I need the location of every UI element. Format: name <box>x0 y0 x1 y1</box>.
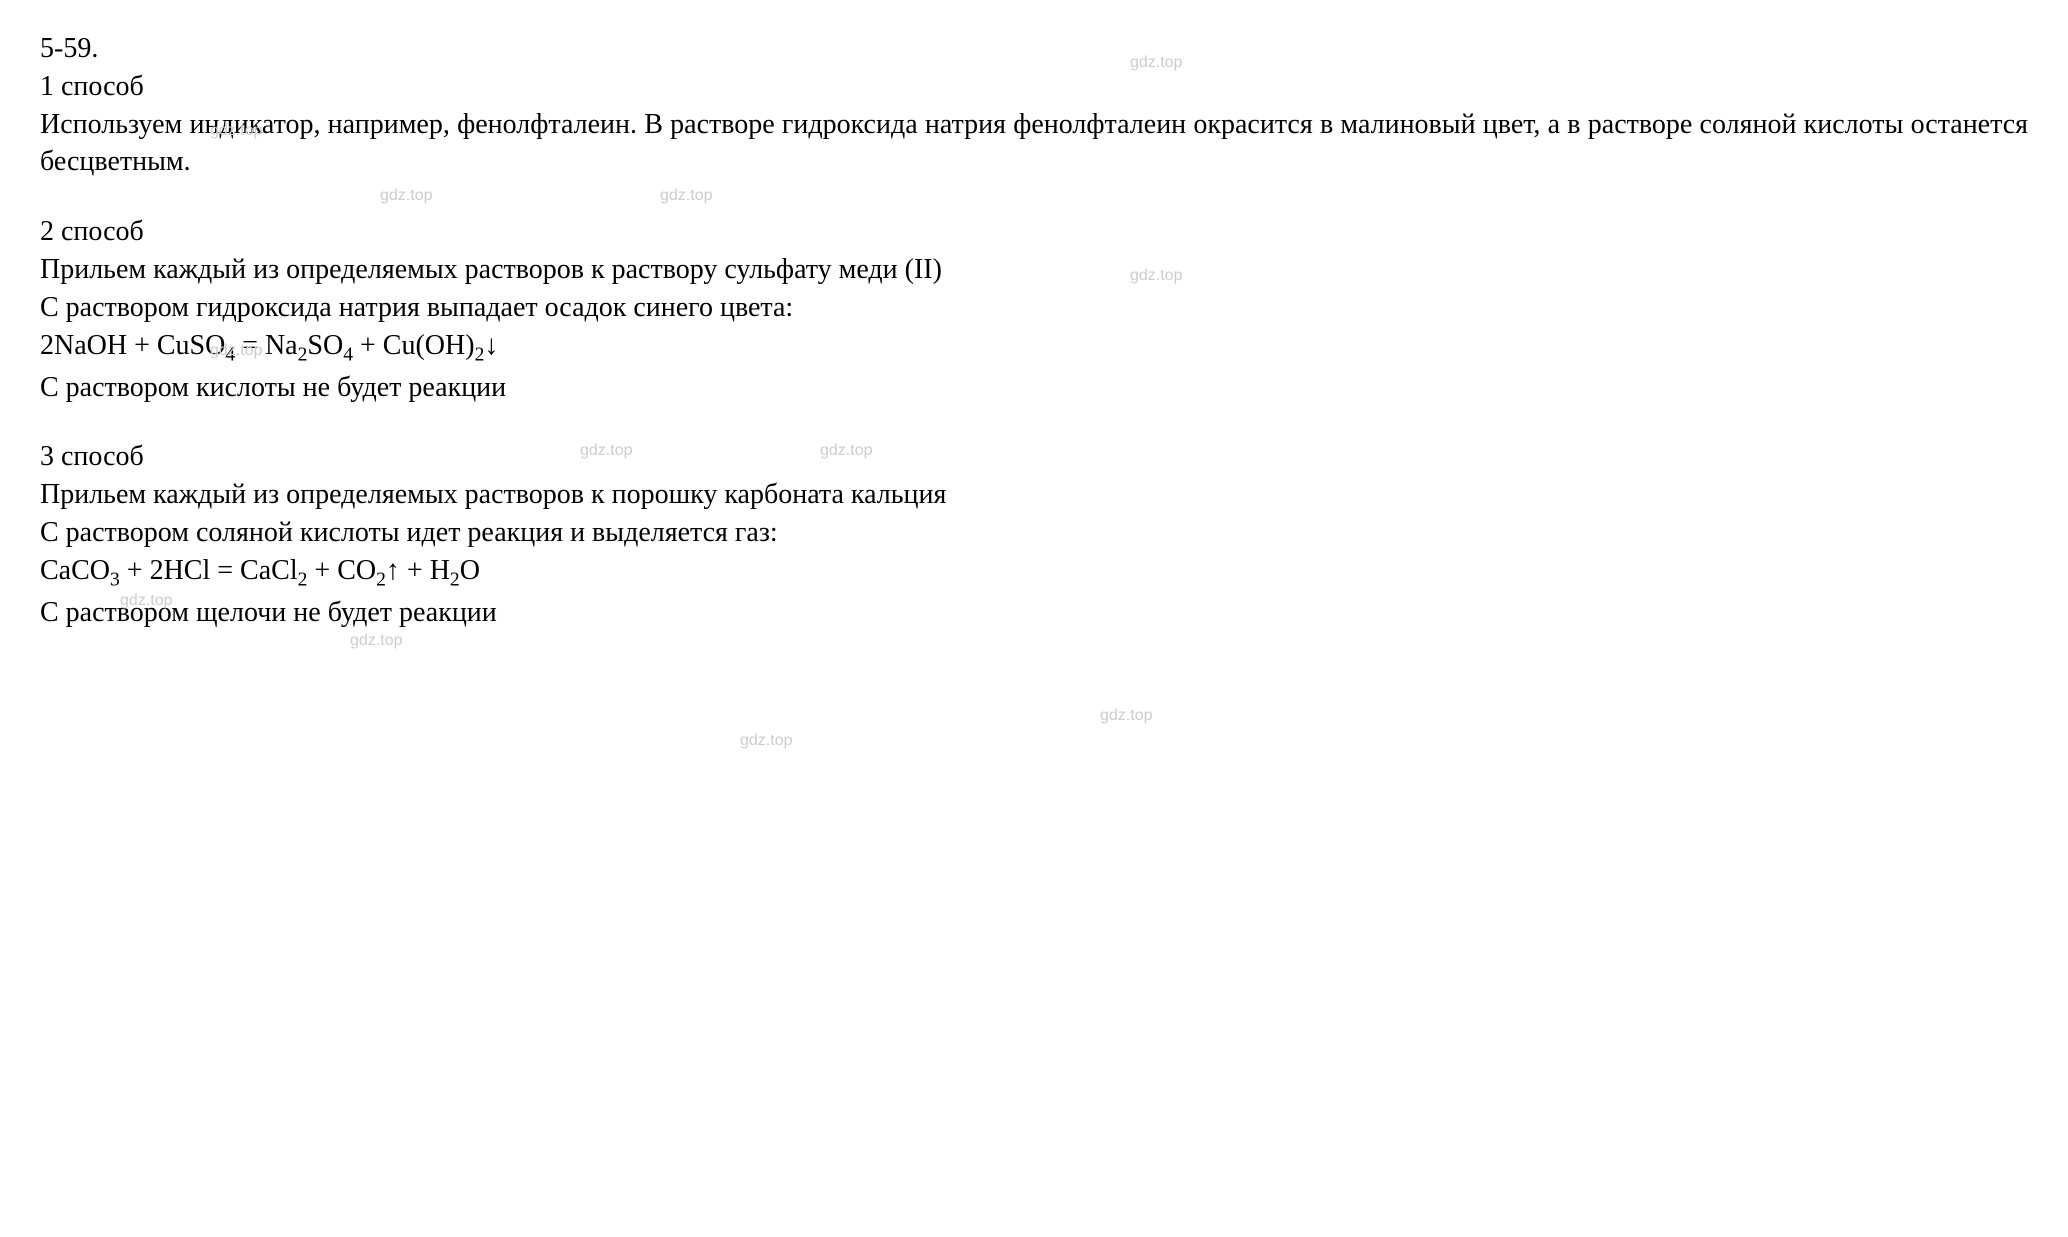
watermark-text: gdz.top <box>350 630 402 652</box>
method2-line4: С раствором кислоты не будет реакции <box>40 369 2028 407</box>
method2-formula: 2NaOH + CuSO4 = Na2SO4 + Cu(OH)2 <box>40 327 2028 369</box>
method3-line4: С раствором щелочи не будет реакции <box>40 594 2028 632</box>
formula-sub: 3 <box>110 569 120 590</box>
method2-line2: С раствором гидроксида натрия выпадает о… <box>40 289 2028 327</box>
watermark-text: gdz.top <box>1100 705 1152 727</box>
arrow-up-icon <box>386 555 400 586</box>
method3-formula: CaCO3 + 2HCl = CaCl2 + CO2 + H2O <box>40 552 2028 594</box>
formula-part: + 2HCl = CaCl <box>120 555 298 586</box>
formula-part: + Cu(OH) <box>353 330 475 361</box>
exercise-number: 5-59. <box>40 30 2028 68</box>
method2-title: 2 способ <box>40 213 2028 251</box>
watermark-text: gdz.top <box>380 185 432 207</box>
formula-part: O <box>460 555 480 586</box>
formula-part: = Na <box>235 330 297 361</box>
method3-line1: Прильем каждый из определяемых растворов… <box>40 476 2028 514</box>
formula-sub: 4 <box>343 344 353 365</box>
watermark-text: gdz.top <box>660 185 712 207</box>
method2-section: 2 способ Прильем каждый из определяемых … <box>40 213 2028 406</box>
document-content: 5-59. 1 способ Используем индикатор, нап… <box>40 30 2028 632</box>
watermark-text: gdz.top <box>740 730 792 752</box>
formula-part: 2NaOH + CuSO <box>40 330 225 361</box>
formula-part: + CO <box>307 555 376 586</box>
formula-part: SO <box>307 330 343 361</box>
formula-sub: 4 <box>225 344 235 365</box>
method3-line2: С раствором соляной кислоты идет реакция… <box>40 514 2028 552</box>
arrow-down-icon <box>484 330 498 361</box>
method1-title: 1 способ <box>40 68 2028 106</box>
formula-sub: 2 <box>475 344 485 365</box>
formula-sub: 2 <box>450 569 460 590</box>
method3-section: 3 способ Прильем каждый из определяемых … <box>40 438 2028 631</box>
formula-sub: 2 <box>298 344 308 365</box>
formula-part: CaCO <box>40 555 110 586</box>
method3-title: 3 способ <box>40 438 2028 476</box>
formula-part: + H <box>400 555 450 586</box>
header-section: 5-59. 1 способ Используем индикатор, нап… <box>40 30 2028 181</box>
method2-line1: Прильем каждый из определяемых растворов… <box>40 251 2028 289</box>
method1-body: Используем индикатор, например, фенолфта… <box>40 106 2028 182</box>
formula-sub: 2 <box>298 569 308 590</box>
formula-sub: 2 <box>376 569 386 590</box>
